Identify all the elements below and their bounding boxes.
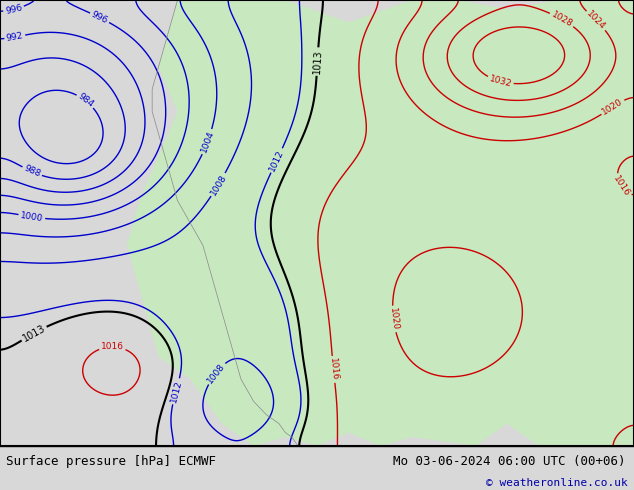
Text: 1000: 1000: [20, 211, 44, 223]
Text: 1004: 1004: [199, 129, 216, 154]
Text: 1013: 1013: [312, 49, 323, 74]
Text: 992: 992: [6, 31, 24, 43]
Text: 1024: 1024: [585, 9, 607, 32]
Text: 1020: 1020: [600, 97, 625, 117]
Text: 1016: 1016: [611, 174, 631, 198]
Text: 1008: 1008: [205, 361, 226, 385]
Text: 988: 988: [22, 164, 42, 179]
Text: 1013: 1013: [21, 323, 47, 343]
Text: 1016: 1016: [101, 343, 124, 351]
Text: 1008: 1008: [209, 172, 228, 197]
Text: 1020: 1020: [387, 307, 399, 331]
Text: Mo 03-06-2024 06:00 UTC (00+06): Mo 03-06-2024 06:00 UTC (00+06): [393, 455, 626, 468]
Text: 996: 996: [90, 10, 110, 25]
Text: Surface pressure [hPa] ECMWF: Surface pressure [hPa] ECMWF: [6, 455, 216, 468]
Text: 996: 996: [4, 3, 23, 16]
Polygon shape: [127, 0, 634, 446]
Text: 1028: 1028: [550, 10, 574, 29]
Text: 1012: 1012: [169, 379, 183, 404]
Text: 1032: 1032: [488, 74, 513, 89]
Text: © weatheronline.co.uk: © weatheronline.co.uk: [486, 478, 628, 489]
Text: 1012: 1012: [268, 148, 285, 172]
Text: 984: 984: [76, 92, 95, 110]
Text: 1016: 1016: [328, 358, 339, 381]
